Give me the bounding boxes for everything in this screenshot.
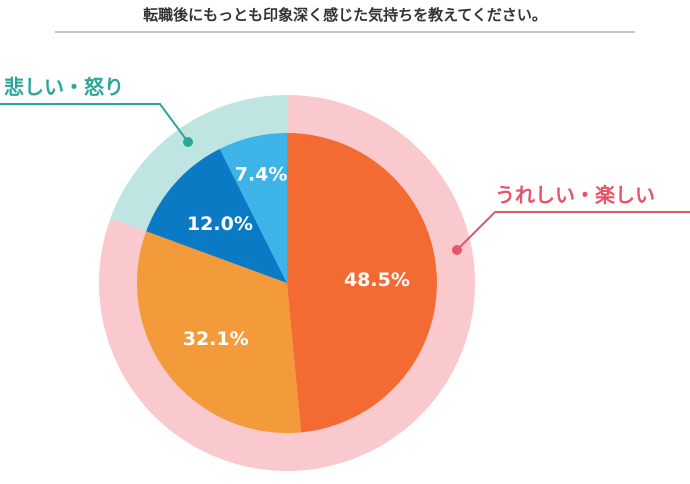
callout-label-sad-angry: 悲しい・怒り	[4, 75, 124, 99]
callout-line-sad-angry	[0, 103, 189, 143]
callout-sad-angry: 悲しい・怒り	[0, 75, 193, 147]
pie-slice-3	[219, 133, 287, 283]
slice-labels: 48.5% 32.1% 12.0% 7.4%	[183, 164, 410, 350]
pie-slice-1	[137, 231, 302, 433]
callout-line-happy-fun	[456, 211, 690, 251]
callout-dot-sad-angry	[183, 137, 193, 147]
inner-pie	[137, 133, 437, 433]
callout-dot-happy-fun	[452, 245, 462, 255]
callout-happy-fun: うれしい・楽しい	[452, 183, 690, 255]
callout-label-happy-fun: うれしい・楽しい	[495, 183, 655, 207]
chart-title: 転職後にもっとも印象深く感じた気持ちを教えてください。	[143, 6, 547, 24]
slice-label-3: 7.4%	[235, 164, 288, 186]
pie-slice-0	[287, 133, 437, 433]
pie-slice-2	[146, 148, 287, 283]
slice-label-2: 12.0%	[187, 213, 253, 235]
slice-label-1: 32.1%	[183, 328, 249, 350]
slice-label-0: 48.5%	[344, 269, 410, 291]
